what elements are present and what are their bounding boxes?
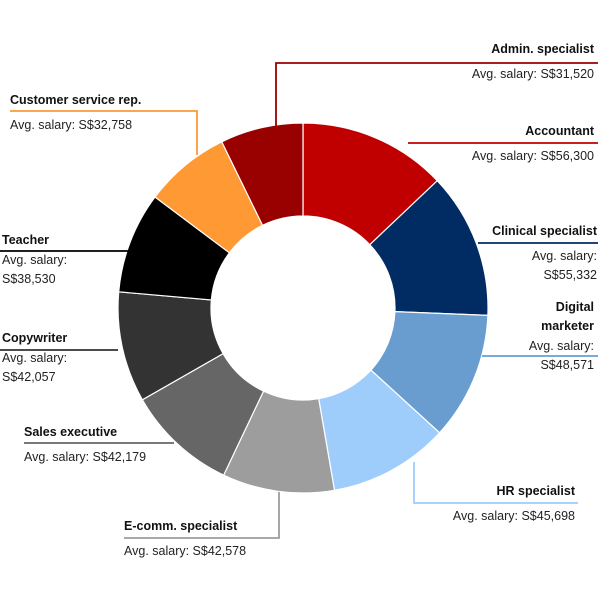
- role-name-label: Teacher: [2, 233, 49, 247]
- avg-salary-label: S$55,332: [543, 268, 597, 282]
- callout-line: [10, 110, 198, 155]
- role-name-label: Admin. specialist: [491, 42, 595, 56]
- role-name-label: Customer service rep.: [10, 93, 141, 107]
- avg-salary-label: Avg. salary: S$31,520: [472, 67, 594, 81]
- avg-salary-label: Avg. salary: S$42,578: [124, 544, 246, 558]
- avg-salary-label: S$38,530: [2, 272, 56, 286]
- role-name-label: Accountant: [525, 124, 595, 138]
- avg-salary-label: Avg. salary: S$45,698: [453, 509, 575, 523]
- role-name-label: Digital: [556, 300, 594, 314]
- avg-salary-label: Avg. salary:: [2, 253, 67, 267]
- callout-line: [275, 62, 598, 132]
- callout-labels: Accountant Avg. salary: S$56,300 Clinical …: [2, 42, 598, 558]
- role-name-label: Sales executive: [24, 425, 117, 439]
- role-name-label: Clinical specialist: [492, 224, 598, 238]
- avg-salary-label: S$48,571: [540, 358, 594, 372]
- avg-salary-label: Avg. salary:: [2, 351, 67, 365]
- avg-salary-label: Avg. salary: S$32,758: [10, 118, 132, 132]
- donut-slice-admin-specialist: [220, 122, 304, 227]
- callout-lines: [0, 62, 598, 539]
- avg-salary-label: Avg. salary: S$56,300: [472, 149, 594, 163]
- role-name-label: HR specialist: [496, 484, 575, 498]
- avg-salary-label: S$42,057: [2, 370, 56, 384]
- avg-salary-label: Avg. salary:: [529, 339, 594, 353]
- callout-line: [124, 492, 280, 539]
- callout-line: [413, 462, 578, 504]
- avg-salary-label: Avg. salary:: [532, 249, 597, 263]
- donut-slices: [117, 122, 489, 494]
- avg-salary-label: Avg. salary: S$42,179: [24, 450, 146, 464]
- role-name-label: marketer: [541, 319, 594, 333]
- role-name-label: Copywriter: [2, 331, 67, 345]
- role-name-label: E-comm. specialist: [124, 519, 238, 533]
